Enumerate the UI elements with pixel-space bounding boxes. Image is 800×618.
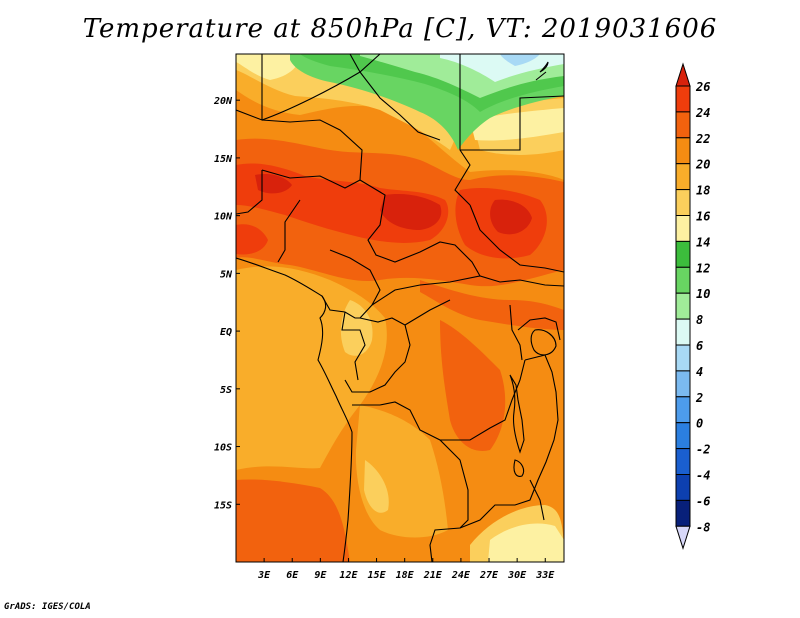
lat-tick-label: 10N bbox=[214, 212, 233, 223]
lon-tick-label: 15E bbox=[368, 570, 387, 581]
colorbar-band bbox=[675, 318, 691, 346]
temperature-field bbox=[236, 54, 564, 562]
latitude-axis: 20N 15N 10N 5N EQ 5S 10S 15S bbox=[213, 96, 240, 511]
colorbar-label: 10 bbox=[696, 287, 710, 301]
lon-tick-label: 6E bbox=[286, 570, 299, 581]
colorbar-band bbox=[675, 422, 691, 450]
map-frame bbox=[235, 53, 565, 563]
lat-tick-label: 20N bbox=[213, 96, 233, 107]
colorbar-label: 24 bbox=[695, 106, 710, 120]
colorbar-band bbox=[675, 448, 691, 476]
colorbar-label: 0 bbox=[696, 417, 703, 431]
colorbar-label: 12 bbox=[696, 261, 710, 275]
colorbar-band bbox=[675, 137, 691, 165]
colorbar-band bbox=[675, 163, 691, 191]
lat-tick-label: EQ bbox=[220, 327, 232, 338]
colorbar-label: 2 bbox=[695, 391, 703, 405]
colorbar-band bbox=[675, 240, 691, 268]
lat-tick-label: 15N bbox=[214, 154, 233, 165]
colorbar-band bbox=[675, 396, 691, 424]
lat-tick-label: 15S bbox=[214, 500, 232, 511]
credit-text: GrADS: IGES/COLA bbox=[4, 602, 91, 612]
lon-tick-label: 21E bbox=[423, 570, 443, 581]
colorbar-label: 20 bbox=[695, 158, 710, 172]
lon-tick-label: 18E bbox=[396, 570, 415, 581]
colorbar-band bbox=[675, 499, 691, 527]
lon-tick-label: 30E bbox=[507, 570, 527, 581]
colorbar-band bbox=[675, 292, 691, 320]
colorbar-label: 6 bbox=[696, 339, 703, 353]
colorbar-top-triangle bbox=[675, 62, 691, 87]
colorbar-bottom-triangle bbox=[675, 525, 691, 550]
coastlines-and-borders bbox=[236, 54, 564, 562]
lon-tick-label: 33E bbox=[535, 570, 555, 581]
lon-tick-label: 24E bbox=[451, 570, 471, 581]
colorbar-band bbox=[675, 189, 691, 217]
colorbar-band bbox=[675, 344, 691, 372]
lon-tick-label: 12E bbox=[339, 570, 358, 581]
lon-tick-label: 9E bbox=[314, 570, 327, 581]
colorbar-band bbox=[675, 111, 691, 139]
lon-tick-label: 3E bbox=[257, 570, 271, 581]
colorbar-label: 8 bbox=[696, 313, 703, 327]
colorbar-label: -6 bbox=[696, 494, 710, 508]
colorbar-band bbox=[675, 370, 691, 398]
map-title: Temperature at 850hPa [C], VT: 201903160… bbox=[82, 14, 718, 44]
colorbar-label: 4 bbox=[696, 365, 703, 379]
colorbar-band bbox=[675, 215, 691, 242]
lat-tick-label: 5N bbox=[220, 269, 233, 280]
lat-tick-label: 10S bbox=[214, 443, 232, 454]
longitude-axis: 3E 6E 9E 12E 15E 18E 21E 24E 27E 30E 33E bbox=[257, 558, 555, 581]
colorbar-label: -2 bbox=[696, 443, 710, 457]
colorbar-label: 14 bbox=[696, 235, 710, 249]
colorbar-label: 16 bbox=[696, 210, 710, 224]
lat-tick-label: 5S bbox=[220, 385, 232, 396]
colorbar-band bbox=[675, 85, 691, 113]
colorbar-band bbox=[675, 474, 691, 501]
colorbar-label: -8 bbox=[696, 520, 710, 534]
lon-tick-label: 27E bbox=[479, 570, 499, 581]
colorbar-label: -4 bbox=[696, 469, 710, 483]
colorbar-band bbox=[675, 266, 691, 294]
colorbar-label: 26 bbox=[695, 80, 710, 94]
colorbar-label: 22 bbox=[695, 132, 710, 146]
colorbar-label: 18 bbox=[696, 184, 710, 198]
